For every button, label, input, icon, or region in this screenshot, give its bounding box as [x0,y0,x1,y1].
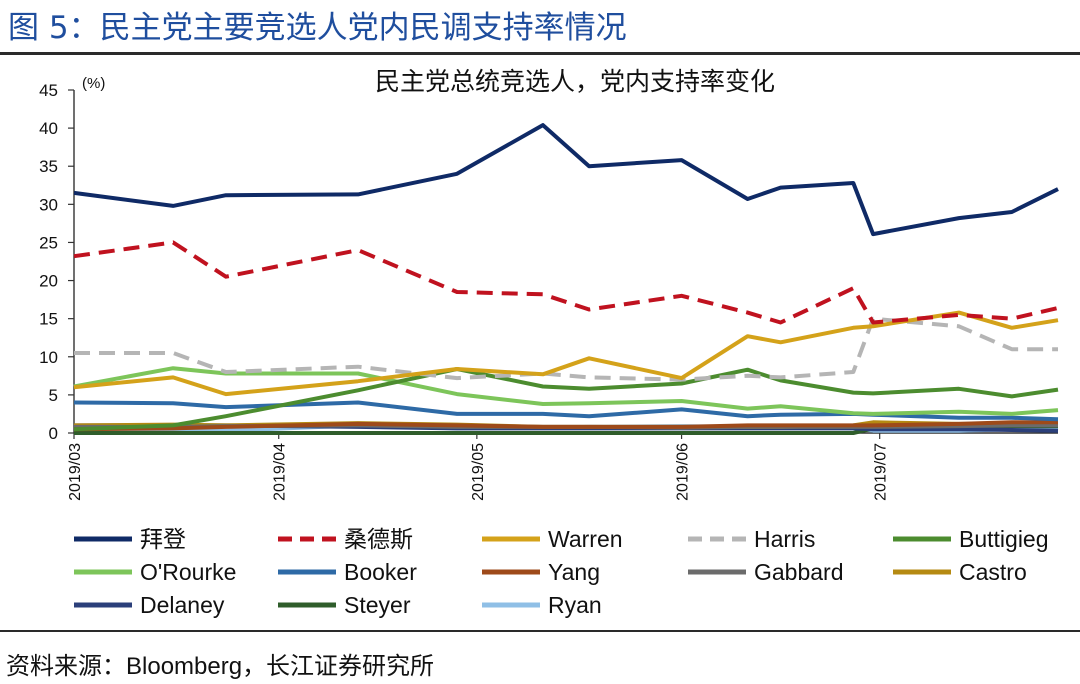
source-prefix: 资料来源： [6,652,126,680]
y-tick-label: 30 [39,195,58,214]
legend-label-4: Buttigieg [959,526,1049,552]
series-line-1 [73,240,1059,325]
legend-label-7: Yang [548,559,600,585]
legend-label-1: 桑德斯 [344,526,413,552]
legend-label-5: O'Rourke [140,559,236,585]
series-line-0 [73,123,1059,237]
source-brand: Bloomberg [126,653,243,680]
legend-label-10: Delaney [140,592,225,618]
y-tick-label: 10 [39,348,58,367]
y-tick-label: 5 [49,386,58,405]
legend-label-11: Steyer [344,592,411,618]
series-layer [73,123,1059,435]
series-line-3 [74,316,1058,382]
y-tick-label: 15 [39,310,58,329]
series-line-2 [73,310,1059,397]
legend-label-12: Ryan [548,592,602,618]
x-tick-label: 2019/06 [675,443,692,501]
source-note: 资料来源：Bloomberg，长江证券研究所 [6,646,434,681]
x-tick-label: 2019/05 [470,443,487,501]
y-tick-label: 45 [39,81,58,100]
legend-label-3: Harris [754,526,815,552]
top-rule [0,52,1080,55]
series-line-7 [73,420,1058,432]
series-line-5 [73,366,1059,416]
x-tick-label: 2019/03 [67,443,84,501]
y-tick-label: 25 [39,233,58,252]
y-tick-label: 40 [39,119,58,138]
legend: 拜登 桑德斯 Warren Harris Buttigieg O'Rourke Booker… [74,526,1049,618]
series-line-4 [73,367,1059,432]
line-chart: 民主党总统竞选人，党内支持率变化 (%) 0 5 10 15 20 25 30 35 40 45 2… [39,67,1059,618]
x-tick-label: 2019/04 [272,443,289,501]
y-tick-label: 35 [39,157,58,176]
legend-label-0: 拜登 [140,526,186,552]
legend-label-9: Castro [959,559,1027,585]
legend-label-2: Warren [548,526,623,552]
y-tick-label: 0 [49,424,58,443]
legend-label-6: Booker [344,559,417,585]
bottom-rule [0,630,1080,632]
y-tick-label: 20 [39,272,58,291]
figure-title: 图 5：民主党主要竞选人党内民调支持率情况 [8,10,627,46]
y-unit-label: (%) [82,75,105,92]
legend-label-8: Gabbard [754,559,844,585]
source-suffix: ，长江证券研究所 [242,652,435,680]
axes: 0 5 10 15 20 25 30 35 40 45 2019/03 2019/04 2019/05 2… [39,81,1058,501]
chart-title: 民主党总统竞选人，党内支持率变化 [375,67,775,96]
x-tick-label: 2019/07 [873,443,890,501]
